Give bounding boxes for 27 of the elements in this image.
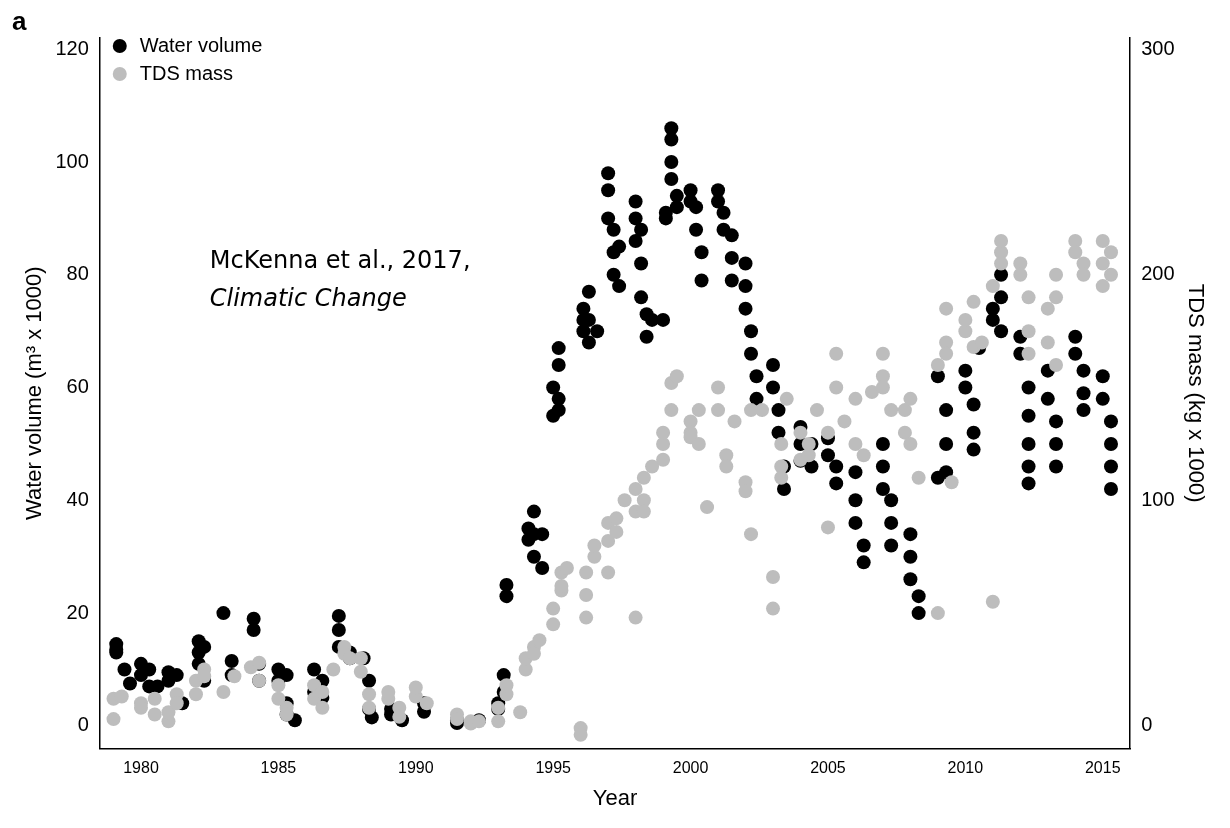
- x-tick-label: 2000: [672, 759, 709, 777]
- text: a: [12, 6, 27, 36]
- y-tick-label: 120: [55, 36, 89, 59]
- y2-tick-label: 300: [1141, 36, 1175, 59]
- y-tick-label: 20: [66, 600, 89, 623]
- y2-tick-label: 200: [1141, 262, 1175, 285]
- x-tick-label: 1995: [535, 759, 572, 777]
- y-tick-label: 40: [66, 487, 89, 510]
- y-axis-title: Water volume (m³ x 1000): [21, 266, 47, 520]
- y-tick-label: 60: [66, 375, 89, 398]
- x-tick-label: 2015: [1084, 759, 1121, 777]
- y2-tick-label: 100: [1141, 487, 1175, 510]
- legend-label: TDS mass: [139, 61, 234, 84]
- y-tick-label: 100: [55, 149, 89, 172]
- annotation: McKenna et al., 2017,: [209, 246, 471, 274]
- x-tick-label: 1980: [123, 759, 159, 777]
- x-tick-label: 2010: [947, 759, 984, 777]
- x-tick-label: 1985: [260, 759, 297, 777]
- legend-label: Water volume: [139, 33, 263, 56]
- annotation: Climatic Change: [209, 284, 407, 312]
- x-axis-title: Year: [592, 784, 638, 810]
- y2-tick-label: 0: [1141, 713, 1153, 736]
- x-tick-label: 2005: [810, 759, 846, 777]
- y2-axis-title: TDS mass (kg x 1000): [1183, 283, 1209, 503]
- x-tick-label: 1990: [397, 759, 434, 777]
- y-tick-label: 80: [66, 262, 89, 285]
- y-tick-label: 0: [77, 713, 89, 736]
